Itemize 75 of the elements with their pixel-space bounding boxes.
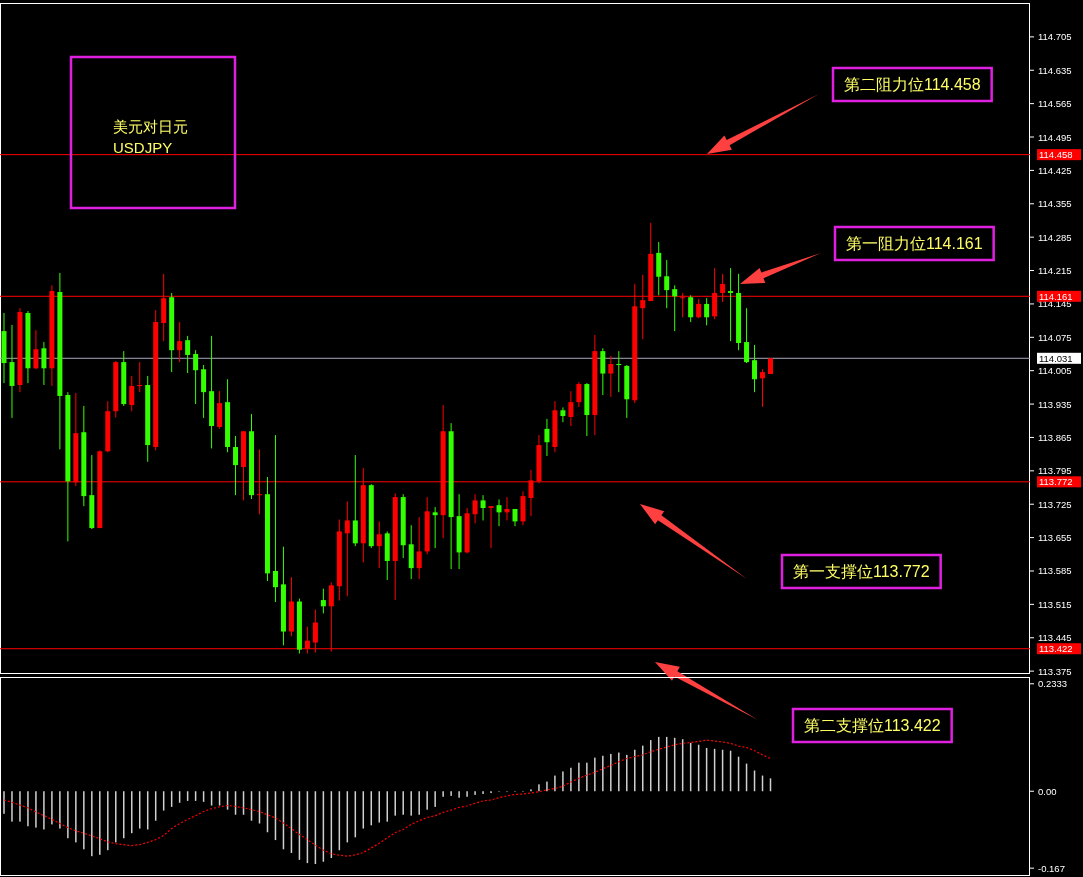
candlestick — [193, 349, 199, 405]
ref-line-label: 114.031 — [1039, 352, 1073, 364]
y-tick-label: 114.075 — [1038, 331, 1072, 343]
y-tick-label: 113.585 — [1038, 565, 1072, 577]
candlestick — [728, 267, 734, 342]
candlestick — [576, 381, 582, 408]
y-tick-label: -0.167 — [1038, 862, 1065, 874]
y-tick-label: 114.705 — [1038, 31, 1072, 43]
annotation: 第一支撑位113.772 — [640, 504, 942, 590]
candlestick — [416, 516, 422, 580]
annotation: 第一阻力位114.161 — [846, 235, 983, 252]
candlestick — [672, 284, 678, 332]
y-tick-label: 114.285 — [1038, 231, 1072, 243]
candlestick — [744, 307, 750, 364]
candlestick — [560, 406, 566, 423]
y-tick-label: 113.725 — [1038, 498, 1072, 510]
y-tick-label: 113.865 — [1038, 431, 1072, 443]
candlestick — [600, 347, 606, 396]
candlestick — [376, 520, 382, 569]
candlestick — [472, 493, 478, 524]
candlestick — [568, 390, 574, 427]
candlestick — [696, 298, 702, 319]
candlestick — [272, 434, 278, 603]
candlestick — [496, 498, 502, 527]
annotation: 第一支撑位113.772 — [793, 563, 930, 580]
ref-line-label: 113.772 — [1039, 476, 1073, 488]
candlestick — [752, 344, 758, 393]
candlestick — [344, 500, 350, 597]
y-tick-label: 113.795 — [1038, 465, 1072, 477]
candlestick — [408, 524, 414, 580]
candlestick — [137, 361, 143, 393]
candlestick — [616, 350, 622, 393]
y-tick-label: 114.005 — [1038, 365, 1072, 377]
title: 美元对日元 USDJPY — [69, 55, 237, 210]
candlestick — [480, 494, 486, 521]
candlestick — [320, 588, 326, 614]
candlestick — [352, 454, 358, 547]
y-tick-label: 113.375 — [1038, 665, 1072, 677]
candlestick — [488, 505, 494, 549]
candlestick — [9, 324, 15, 419]
candlestick — [41, 341, 47, 386]
candlestick — [544, 418, 550, 457]
candlestick — [233, 435, 239, 496]
y-tick-label: 113.515 — [1038, 598, 1072, 610]
ref-line-label: 114.458 — [1039, 149, 1073, 161]
annotation: 第二支撑位113.422 — [804, 717, 941, 734]
candlestick — [760, 368, 766, 408]
candlestick — [129, 375, 135, 412]
y-tick-label: 114.355 — [1038, 198, 1072, 210]
y-tick-label: 113.655 — [1038, 532, 1072, 544]
ref-line-label: 113.422 — [1039, 643, 1073, 655]
candlestick — [608, 355, 614, 398]
candlestick — [664, 259, 670, 309]
y-tick-label: 114.635 — [1038, 64, 1072, 76]
candlestick — [688, 294, 694, 323]
annotation: 第二阻力位114.458 — [844, 76, 981, 93]
y-tick-label: 114.565 — [1038, 98, 1072, 110]
candlestick — [704, 297, 710, 326]
annotation: 第二支撑位113.422 — [655, 662, 953, 744]
candlestick — [432, 506, 438, 549]
candlestick — [201, 364, 207, 419]
y-tick-label: 0.2333 — [1038, 678, 1068, 690]
annotation: 第二阻力位114.458 — [707, 66, 993, 154]
y-tick-label: 113.445 — [1038, 632, 1072, 644]
y-tick-label: 114.425 — [1038, 164, 1072, 176]
annotation: 第一阻力位114.161 — [740, 225, 995, 284]
candlestick — [217, 390, 223, 430]
y-tick-label: 114.495 — [1038, 131, 1072, 143]
candlestick — [185, 335, 191, 374]
candlestick — [177, 321, 183, 363]
y-tick-label: 0.00 — [1038, 785, 1057, 797]
y-tick-label: 113.935 — [1038, 398, 1072, 410]
y-tick-label: 114.215 — [1038, 265, 1072, 277]
candlestick — [33, 329, 39, 370]
candlestick — [656, 241, 662, 296]
